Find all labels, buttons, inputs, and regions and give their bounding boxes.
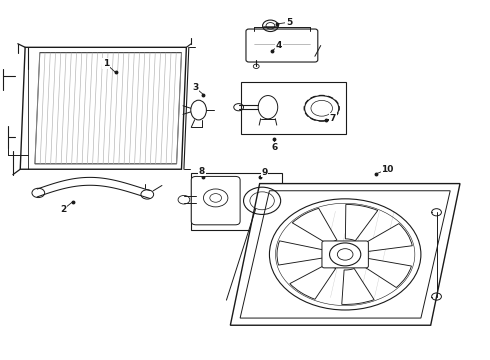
Text: 1: 1 <box>102 59 109 68</box>
FancyBboxPatch shape <box>246 29 318 62</box>
Text: 2: 2 <box>60 205 66 214</box>
Text: 7: 7 <box>330 114 336 123</box>
FancyBboxPatch shape <box>322 241 368 268</box>
Text: 5: 5 <box>286 18 292 27</box>
Text: 8: 8 <box>199 167 205 176</box>
FancyBboxPatch shape <box>191 176 240 225</box>
Polygon shape <box>230 184 460 325</box>
Text: 4: 4 <box>276 41 282 50</box>
Text: 3: 3 <box>192 83 198 92</box>
Text: 6: 6 <box>271 143 277 152</box>
Wedge shape <box>290 264 336 299</box>
Wedge shape <box>362 224 412 252</box>
Wedge shape <box>361 258 412 288</box>
Wedge shape <box>277 241 325 265</box>
Text: 10: 10 <box>382 165 394 174</box>
Polygon shape <box>35 53 181 164</box>
Bar <box>241 82 346 134</box>
Wedge shape <box>342 269 374 305</box>
Text: 9: 9 <box>261 168 268 177</box>
Bar <box>191 173 282 230</box>
Wedge shape <box>345 204 378 241</box>
Wedge shape <box>293 208 337 244</box>
